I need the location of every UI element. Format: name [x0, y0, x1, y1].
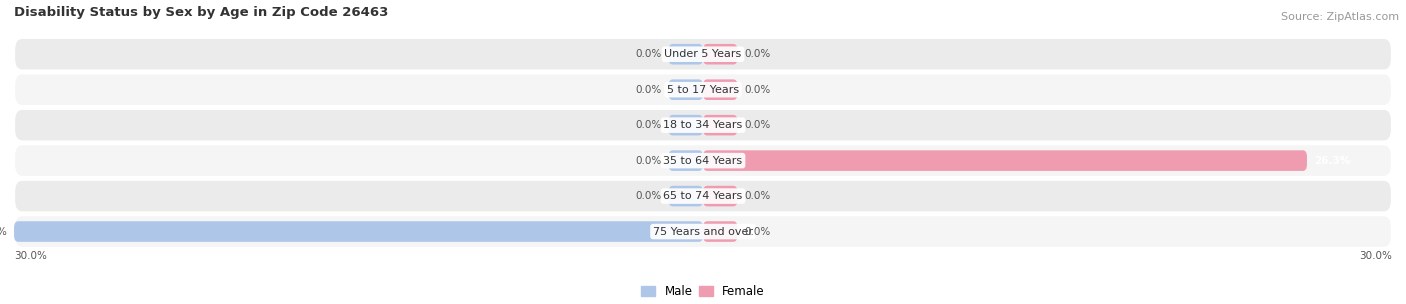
Text: 30.0%: 30.0% — [1360, 251, 1392, 261]
FancyBboxPatch shape — [14, 38, 1392, 71]
Text: 0.0%: 0.0% — [636, 85, 662, 95]
FancyBboxPatch shape — [14, 215, 1392, 248]
Text: 0.0%: 0.0% — [636, 156, 662, 166]
Text: 0.0%: 0.0% — [744, 120, 770, 130]
Text: Under 5 Years: Under 5 Years — [665, 49, 741, 59]
FancyBboxPatch shape — [703, 186, 738, 206]
FancyBboxPatch shape — [669, 150, 703, 171]
FancyBboxPatch shape — [14, 109, 1392, 141]
Text: 5 to 17 Years: 5 to 17 Years — [666, 85, 740, 95]
Text: Disability Status by Sex by Age in Zip Code 26463: Disability Status by Sex by Age in Zip C… — [14, 6, 388, 19]
Text: 0.0%: 0.0% — [744, 49, 770, 59]
Text: 75 Years and over: 75 Years and over — [652, 226, 754, 237]
FancyBboxPatch shape — [703, 221, 738, 242]
FancyBboxPatch shape — [703, 44, 738, 64]
FancyBboxPatch shape — [669, 79, 703, 100]
Text: 35 to 64 Years: 35 to 64 Years — [664, 156, 742, 166]
Text: Source: ZipAtlas.com: Source: ZipAtlas.com — [1281, 12, 1399, 22]
FancyBboxPatch shape — [669, 115, 703, 136]
Text: 0.0%: 0.0% — [744, 85, 770, 95]
FancyBboxPatch shape — [703, 79, 738, 100]
Text: 0.0%: 0.0% — [636, 191, 662, 201]
FancyBboxPatch shape — [669, 186, 703, 206]
Text: 0.0%: 0.0% — [744, 191, 770, 201]
Text: 26.3%: 26.3% — [1313, 156, 1350, 166]
FancyBboxPatch shape — [703, 115, 738, 136]
Text: 65 to 74 Years: 65 to 74 Years — [664, 191, 742, 201]
Text: 0.0%: 0.0% — [744, 226, 770, 237]
FancyBboxPatch shape — [14, 144, 1392, 177]
Text: 0.0%: 0.0% — [636, 49, 662, 59]
Text: 30.0%: 30.0% — [0, 226, 7, 237]
Text: 18 to 34 Years: 18 to 34 Years — [664, 120, 742, 130]
FancyBboxPatch shape — [14, 73, 1392, 106]
FancyBboxPatch shape — [669, 44, 703, 64]
Text: 0.0%: 0.0% — [636, 120, 662, 130]
FancyBboxPatch shape — [14, 180, 1392, 212]
Text: 30.0%: 30.0% — [14, 251, 46, 261]
FancyBboxPatch shape — [703, 150, 1308, 171]
Legend: Male, Female: Male, Female — [637, 281, 769, 303]
FancyBboxPatch shape — [14, 221, 703, 242]
